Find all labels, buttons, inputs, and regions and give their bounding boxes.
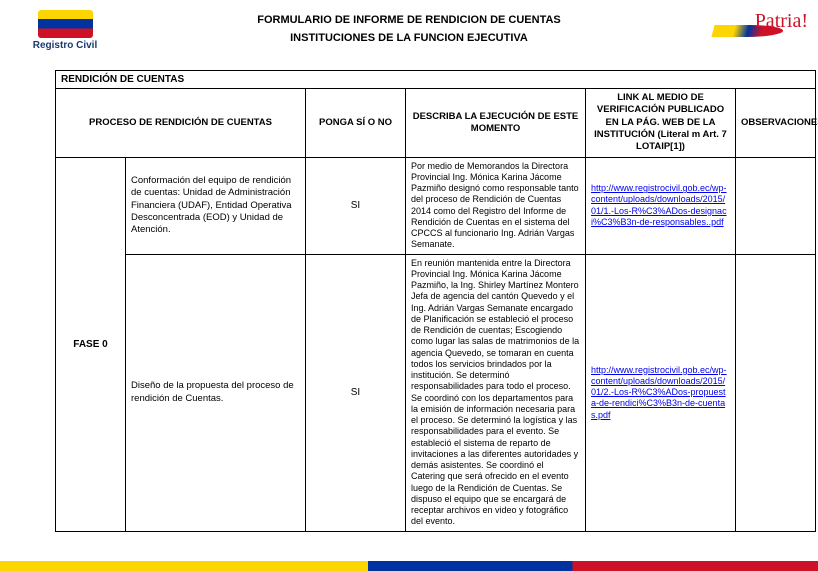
observations-cell [736, 157, 816, 254]
header-title-2: INSTITUCIONES DE LA FUNCION EJECUTIVA [120, 30, 698, 48]
link-cell: http://www.registrocivil.gob.ec/wp-conte… [586, 254, 736, 531]
ecuador-flag-icon [38, 10, 93, 38]
header-title-1: FORMULARIO DE INFORME DE RENDICION DE CU… [120, 12, 698, 30]
col-description: DESCRIBA LA EJECUCIÓN DE ESTE MOMENTO [406, 89, 586, 158]
logo-patria: Patria! [698, 15, 808, 45]
yesno-cell: SI [306, 254, 406, 531]
logo-left-text: Registro Civil [33, 40, 97, 51]
section-title: RENDICIÓN DE CUENTAS [56, 71, 816, 89]
link-cell: http://www.registrocivil.gob.ec/wp-conte… [586, 157, 736, 254]
logo-right-text: Patria! [755, 10, 808, 33]
header-titles: FORMULARIO DE INFORME DE RENDICION DE CU… [120, 12, 698, 47]
section-header-row: RENDICIÓN DE CUENTAS [56, 71, 816, 89]
col-link: LINK AL MEDIO DE VERIFICACIÓN PUBLICADO … [586, 89, 736, 158]
col-process: PROCESO DE RENDICIÓN DE CUENTAS [56, 89, 306, 158]
table-row: FASE 0 Conformación del equipo de rendic… [56, 157, 816, 254]
description-cell: Por medio de Memorandos la Directora Pro… [406, 157, 586, 254]
verification-link[interactable]: http://www.registrocivil.gob.ec/wp-conte… [591, 183, 727, 227]
rendicion-cuentas-table: RENDICIÓN DE CUENTAS PROCESO DE RENDICIÓ… [55, 70, 816, 532]
page-header: Registro Civil FORMULARIO DE INFORME DE … [0, 0, 818, 60]
column-header-row: PROCESO DE RENDICIÓN DE CUENTAS PONGA SÍ… [56, 89, 816, 158]
yesno-cell: SI [306, 157, 406, 254]
phase-cell: FASE 0 [56, 157, 126, 531]
logo-registro-civil: Registro Civil [10, 10, 120, 51]
observations-cell [736, 254, 816, 531]
verification-link[interactable]: http://www.registrocivil.gob.ec/wp-conte… [591, 365, 727, 420]
footer-color-bar [0, 561, 818, 571]
table-row: Diseño de la propuesta del proceso de re… [56, 254, 816, 531]
description-cell: En reunión mantenida entre la Directora … [406, 254, 586, 531]
col-observations: OBSERVACIONES [736, 89, 816, 158]
col-yesno: PONGA SÍ O NO [306, 89, 406, 158]
process-cell: Diseño de la propuesta del proceso de re… [126, 254, 306, 531]
process-cell: Conformación del equipo de rendición de … [126, 157, 306, 254]
